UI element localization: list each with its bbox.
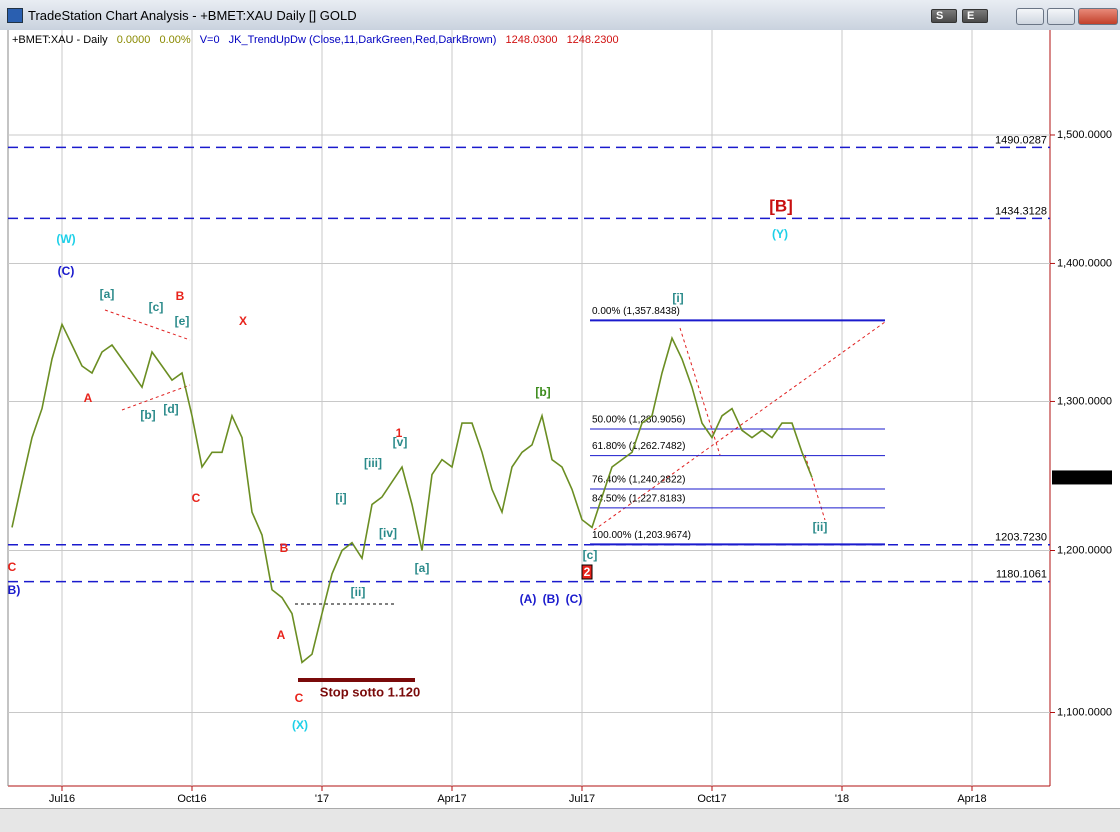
- wave-label: [iv]: [379, 526, 397, 540]
- wave-label: 1: [396, 426, 403, 440]
- symbol: +BMET:XAU - Daily: [12, 34, 108, 46]
- wave-label: [B]: [769, 196, 793, 215]
- wave-label: B: [176, 289, 185, 303]
- x-tick-label: Jul16: [49, 793, 75, 805]
- wave-label: [ii]: [351, 585, 366, 599]
- wave-label: A: [277, 628, 286, 642]
- wave-label: (C): [58, 264, 75, 278]
- wave-label: (X): [292, 718, 308, 732]
- triangle-line: [121, 384, 191, 411]
- price-line: [11, 322, 813, 664]
- toolbar-button[interactable]: E: [962, 9, 988, 23]
- wave-label: 2: [584, 565, 591, 579]
- chart: Stop sotto 1.120 1,100.0000 1,200.0000 1,3…: [0, 30, 1120, 808]
- fib-label: 61.80% (1,262.7482): [592, 441, 685, 452]
- level-label: 1490.0287: [995, 134, 1047, 146]
- wave-label: C: [295, 691, 304, 705]
- wave-label: [v]: [393, 435, 408, 449]
- fib-label: 100.00% (1,203.9674): [592, 530, 691, 541]
- last-price-box: [1052, 470, 1112, 485]
- title-bar: TradeStation Chart Analysis - +BMET:XAU …: [0, 0, 1120, 31]
- change-pct: 0.00%: [159, 34, 191, 46]
- wave-label: [c]: [583, 548, 598, 562]
- indicator: JK_TrendUpDw (Close,11,DarkGreen,Red,Dar…: [228, 34, 497, 46]
- y-tick-label: 1,100.0000: [1057, 706, 1112, 718]
- wave-label: [b]: [535, 385, 550, 399]
- fib-label: 0.00% (1,357.8438): [592, 306, 680, 317]
- wave-label: [a]: [415, 561, 430, 575]
- wave-label: (B): [543, 592, 560, 606]
- change: 0.0000: [116, 34, 151, 46]
- wave-label: [i]: [335, 491, 346, 505]
- minimize-button[interactable]: [1016, 8, 1044, 25]
- wave-label: [a]: [100, 287, 115, 301]
- wave-label: (Y): [772, 227, 788, 241]
- wave-label: (A): [520, 592, 537, 606]
- wave-label: A: [84, 391, 93, 405]
- scrollbar[interactable]: [0, 808, 1120, 832]
- window-title: TradeStation Chart Analysis - +BMET:XAU …: [28, 8, 357, 23]
- maximize-button[interactable]: [1047, 8, 1075, 25]
- wave-label: X: [239, 314, 247, 328]
- y-tick-label: 1,400.0000: [1057, 257, 1112, 269]
- app-icon: [7, 8, 23, 23]
- x-tick-label: Oct16: [177, 793, 206, 805]
- x-tick-label: Apr17: [437, 793, 466, 805]
- wave-label: [ii]: [813, 520, 828, 534]
- last-price-label: 1,248.0000: [1053, 471, 1108, 483]
- y-tick-label: 1,300.0000: [1057, 395, 1112, 407]
- wave-label: B): [8, 583, 21, 597]
- x-tick-label: '18: [835, 793, 849, 805]
- wave-label: [b]: [140, 408, 155, 422]
- wave-label: C: [8, 560, 17, 574]
- wave-label: C: [192, 491, 201, 505]
- wave-label: [d]: [163, 402, 178, 416]
- chart-background: [0, 30, 1120, 808]
- indicator-value: 1248.2300: [566, 34, 619, 46]
- wave-label: [i]: [672, 291, 683, 305]
- level-label: 1203.7230: [995, 532, 1047, 544]
- toolbar-button[interactable]: S: [931, 9, 957, 23]
- wave-label: (W): [56, 232, 75, 246]
- volume: V=0: [199, 34, 220, 46]
- fib-label: 50.00% (1,280.9056): [592, 415, 685, 426]
- y-tick-label: 1,200.0000: [1057, 544, 1112, 556]
- level-label: 1434.3128: [995, 205, 1047, 217]
- wave-label: (C): [566, 592, 583, 606]
- x-tick-label: Apr18: [957, 793, 986, 805]
- level-label: 1180.1061: [996, 569, 1047, 581]
- fib-label: 76.40% (1,240.2822): [592, 475, 685, 486]
- x-tick-label: '17: [315, 793, 329, 805]
- x-tick-label: Jul17: [569, 793, 595, 805]
- x-tick-label: Oct17: [697, 793, 726, 805]
- close-button[interactable]: [1078, 8, 1118, 25]
- stop-note: Stop sotto 1.120: [320, 684, 420, 699]
- projection-line: [804, 454, 826, 521]
- indicator-value: 1248.0300: [505, 34, 558, 46]
- wave-label: [iii]: [364, 456, 382, 470]
- annotation-box: [581, 564, 593, 580]
- info-line: +BMET:XAU - Daily 0.0000 0.00% V=0 JK_Tr…: [12, 34, 625, 46]
- fib-label: 84.50% (1,227.8183): [592, 493, 685, 504]
- y-tick-label: 1,500.0000: [1057, 129, 1112, 141]
- wave-label: [c]: [149, 300, 164, 314]
- wave-label: [e]: [175, 314, 190, 328]
- wave-label: B: [280, 541, 289, 555]
